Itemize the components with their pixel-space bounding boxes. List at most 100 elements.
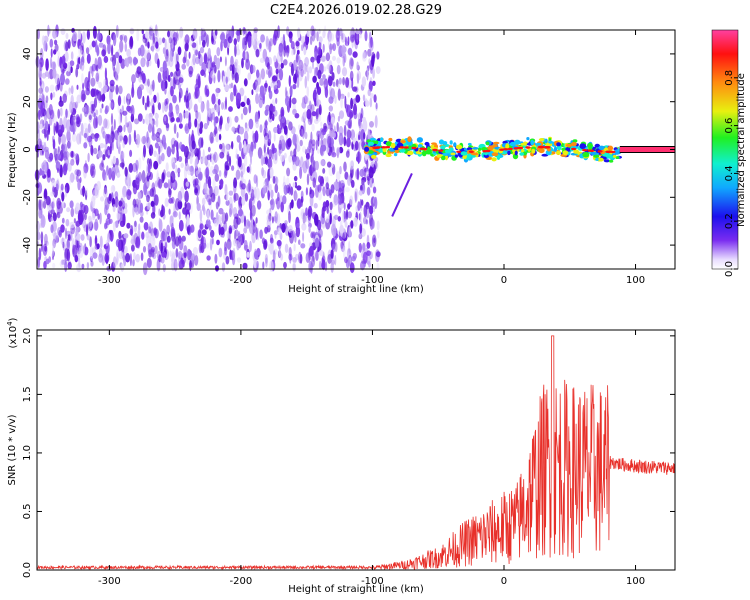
noise-blob — [164, 241, 168, 250]
noise-blob — [247, 35, 252, 49]
noise-blob — [99, 162, 105, 171]
noise-blob — [224, 84, 229, 92]
noise-blob — [84, 213, 87, 221]
noise-blob — [163, 182, 169, 189]
noise-blob — [178, 252, 181, 266]
noise-blob — [236, 257, 242, 263]
noise-blob — [175, 164, 178, 174]
noise-blob — [219, 151, 225, 159]
noise-blob — [200, 34, 204, 42]
noise-blob — [262, 185, 267, 195]
noise-blob — [158, 219, 163, 232]
noise-blob — [142, 73, 146, 84]
noise-blob — [128, 133, 132, 146]
noise-blob — [265, 35, 269, 47]
noise-blob — [43, 110, 48, 122]
noise-blob — [358, 134, 360, 141]
noise-blob — [326, 205, 329, 214]
noise-blob — [355, 94, 361, 103]
noise-blob — [145, 113, 150, 126]
noise-blob — [165, 162, 169, 172]
noise-blob — [229, 64, 233, 72]
noise-blob — [244, 126, 250, 132]
noise-blob — [223, 170, 228, 179]
band-blob — [556, 142, 561, 147]
noise-blob — [298, 239, 301, 245]
noise-blob — [242, 26, 246, 36]
noise-blob — [54, 39, 58, 45]
noise-blob — [268, 149, 273, 160]
noise-blob — [112, 185, 115, 191]
noise-blob — [300, 128, 304, 137]
noise-blob — [103, 55, 109, 64]
noise-blob — [66, 130, 71, 142]
noise-blob — [236, 29, 241, 43]
noise-blob — [360, 113, 363, 123]
noise-blob — [238, 141, 242, 152]
noise-blob — [276, 71, 279, 84]
band-blob — [485, 141, 490, 146]
noise-blob — [242, 37, 245, 50]
noise-blob — [342, 232, 345, 246]
noise-blob — [331, 146, 335, 156]
noise-blob — [264, 80, 268, 93]
noise-blob — [313, 118, 319, 125]
band-peak — [372, 146, 378, 149]
noise-blob — [285, 119, 291, 125]
noise-blob — [112, 33, 117, 47]
noise-blob — [162, 101, 165, 114]
noise-blob — [213, 116, 216, 129]
noise-blob — [175, 68, 181, 77]
band-blob — [374, 140, 379, 144]
noise-blob — [79, 61, 82, 70]
noise-blob — [255, 48, 260, 58]
noise-blob — [199, 127, 203, 134]
noise-blob — [98, 42, 104, 48]
noise-blob — [320, 121, 323, 127]
band-peak — [525, 146, 531, 149]
noise-blob — [93, 221, 99, 231]
noise-blob — [212, 168, 218, 175]
noise-blob — [108, 167, 112, 180]
noise-blob — [215, 105, 221, 113]
band-blob — [385, 153, 392, 158]
noise-blob — [228, 83, 232, 89]
noise-blob — [61, 55, 66, 65]
noise-blob — [295, 41, 300, 47]
noise-blob — [199, 46, 205, 54]
band-blob — [573, 149, 579, 154]
colorbar-label: Normalized spectral amplitude — [736, 73, 747, 227]
noise-blob — [170, 117, 175, 123]
noise-blob — [52, 198, 55, 210]
noise-blob — [99, 94, 103, 102]
noise-blob — [351, 255, 356, 262]
noise-blob — [306, 104, 313, 111]
noise-blob — [310, 104, 315, 113]
noise-blob — [287, 137, 292, 148]
noise-blob — [344, 187, 350, 193]
noise-blob — [59, 82, 63, 92]
noise-blob — [304, 131, 308, 140]
noise-blob — [343, 136, 347, 147]
noise-blob — [267, 130, 272, 143]
noise-blob — [151, 124, 155, 137]
noise-blob — [224, 143, 230, 156]
noise-blob — [195, 49, 199, 57]
noise-blob — [44, 233, 48, 246]
noise-blob — [62, 163, 68, 176]
noise-blob — [288, 155, 293, 163]
noise-blob — [308, 142, 312, 150]
noise-blob — [86, 234, 91, 241]
noise-blob — [194, 178, 199, 186]
noise-blob — [166, 41, 170, 54]
noise-blob — [272, 33, 277, 46]
noise-blob — [315, 139, 318, 151]
noise-blob — [136, 86, 143, 100]
noise-blob — [67, 61, 71, 73]
noise-blob — [183, 109, 186, 119]
noise-blob — [233, 192, 236, 203]
noise-blob — [116, 210, 121, 221]
noise-blob — [234, 229, 239, 237]
noise-blob — [248, 198, 253, 211]
